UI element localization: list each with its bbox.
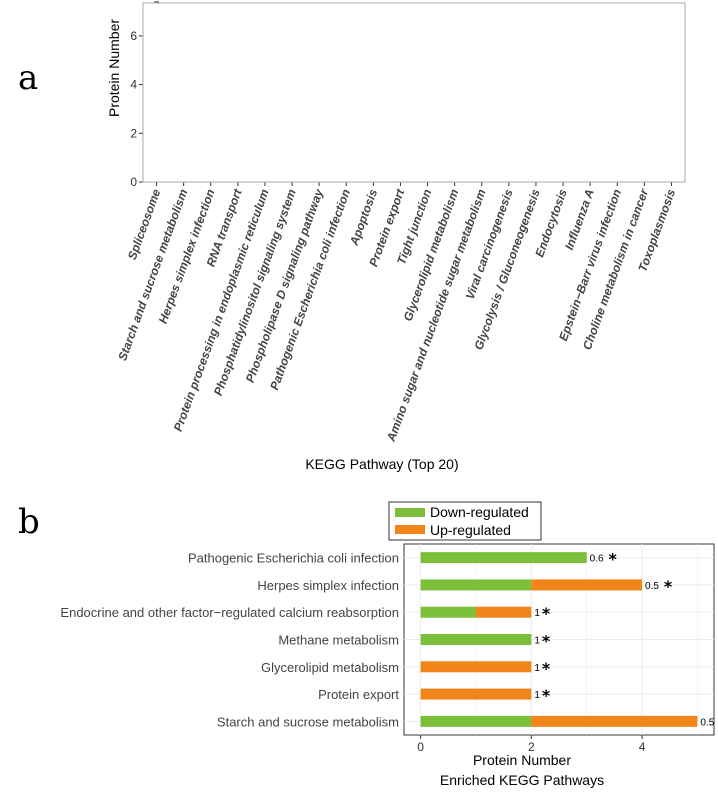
legend-swatch-up <box>395 525 425 534</box>
bar-down-regulated <box>420 715 532 727</box>
significance-star: * <box>542 659 551 678</box>
chart-a-x-axis-title: KEGG Pathway (Top 20) <box>305 456 458 472</box>
chart-b-annotations: 0.6*0.5*1*1*1*1*0.5* <box>534 550 714 729</box>
bar-annotation: 0.5 <box>645 581 659 592</box>
significance-star: * <box>542 686 551 705</box>
y-tick-label: 2 <box>130 126 137 140</box>
category-label: Methane metabolism <box>278 633 399 648</box>
category-label: Pathogenic Escherichia coli infection <box>188 551 399 566</box>
y-tick-label: 6 <box>130 29 137 43</box>
bar-annotation: 1 <box>534 636 540 647</box>
bar-down-regulated <box>420 606 476 618</box>
category-label: Starch and sucrose metabolism <box>217 714 399 729</box>
panel-letter-b: b <box>18 502 40 542</box>
chart-b-title: Enriched KEGG Pathways <box>440 772 604 788</box>
x-tick-label: 4 <box>639 740 646 754</box>
significance-star: * <box>664 577 673 596</box>
y-tick-label: 0 <box>130 175 137 189</box>
chart-b-enriched-kegg: Down-regulated Up-regulated 0.6 *0.5 *1 *1 *… <box>60 501 715 788</box>
category-label: Protein export <box>318 687 399 702</box>
bar-down-regulated <box>420 552 587 564</box>
chart-b-x-ticks: 0 2 4 <box>417 735 646 754</box>
legend-swatch-down <box>395 508 425 517</box>
panel-letter-a: a <box>18 58 38 98</box>
bar-up-regulated <box>475 606 532 618</box>
x-tick-label: 2 <box>528 740 535 754</box>
chart-b-stacked-bars <box>420 552 698 727</box>
bar-up-regulated <box>531 715 698 727</box>
chart-a-y-ticks: 0 2 4 6 <box>130 29 143 189</box>
category-label: Endocrine and other factor−regulated cal… <box>60 605 399 620</box>
category-label: Herpes simplex infection <box>257 578 399 593</box>
chart-b-category-labels: Pathogenic Escherichia coli infection Her… <box>60 551 399 730</box>
chart-a-plot-frame <box>142 2 686 183</box>
significance-star: * <box>542 604 551 623</box>
category-label: Glycerolipid metabolism <box>261 660 399 675</box>
chart-b-x-axis-title: Protein Number <box>473 752 571 768</box>
bar-down-regulated <box>420 634 532 645</box>
legend-label-up: Up-regulated <box>430 522 511 538</box>
bar-annotation: 0.5 <box>700 717 714 728</box>
legend-label-down: Down-regulated <box>430 504 529 520</box>
bar-annotation: 0.6 <box>590 554 604 565</box>
bar-down-regulated <box>420 579 532 591</box>
bar-annotation: 1 <box>534 663 540 674</box>
chart-a-y-axis-title: Protein Number <box>106 19 122 117</box>
x-tick-label: 0 <box>417 740 424 754</box>
bar-annotation: 1 <box>534 690 540 701</box>
significance-star: * <box>608 550 617 569</box>
chart-b-legend: Down-regulated Up-regulated <box>388 501 542 541</box>
bar-up-regulated <box>531 579 643 591</box>
bar-up-regulated <box>420 688 532 700</box>
bar-up-regulated <box>420 661 532 673</box>
y-tick-label: 4 <box>130 78 137 92</box>
bar-annotation: 1 <box>534 608 540 619</box>
significance-star: * <box>542 632 551 651</box>
